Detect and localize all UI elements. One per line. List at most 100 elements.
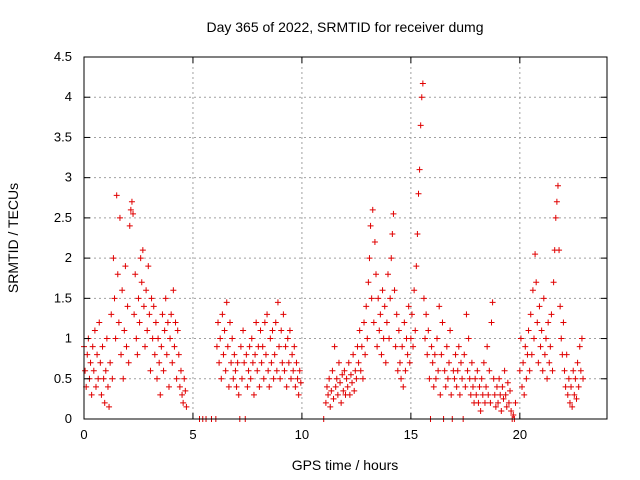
data-point — [265, 367, 272, 374]
data-point — [453, 383, 460, 390]
data-point — [528, 351, 535, 358]
data-point — [407, 335, 414, 342]
data-point — [259, 343, 266, 350]
data-point — [566, 399, 573, 406]
data-point — [539, 367, 546, 374]
data-point — [464, 367, 471, 374]
data-point — [126, 222, 133, 229]
data-point — [491, 391, 498, 398]
data-point — [323, 383, 330, 390]
data-point — [541, 351, 548, 358]
data-point — [268, 359, 275, 366]
data-point — [271, 351, 278, 358]
data-point — [546, 359, 553, 366]
y-tick-label: 2 — [65, 250, 72, 265]
data-point — [149, 335, 156, 342]
data-point — [91, 327, 98, 334]
data-point — [140, 303, 147, 310]
data-point — [99, 343, 106, 350]
data-point — [402, 367, 409, 374]
data-point — [435, 367, 442, 374]
data-point — [167, 335, 174, 342]
data-point — [92, 383, 99, 390]
data-point — [473, 391, 480, 398]
data-point — [535, 359, 542, 366]
data-point — [84, 351, 91, 358]
x-tick-label: 15 — [404, 427, 418, 442]
data-point — [430, 383, 437, 390]
data-point — [374, 343, 381, 350]
data-point — [487, 399, 494, 406]
data-point — [245, 367, 252, 374]
data-point — [181, 375, 188, 382]
data-point — [368, 295, 375, 302]
data-point — [266, 383, 273, 390]
data-point — [493, 383, 500, 390]
data-point — [542, 335, 549, 342]
data-point — [162, 295, 169, 302]
data-point — [101, 399, 108, 406]
data-point — [466, 375, 473, 382]
data-point — [326, 375, 333, 382]
data-point — [388, 255, 395, 262]
data-point — [572, 375, 579, 382]
data-point — [113, 192, 120, 199]
data-point — [377, 311, 384, 318]
y-tick-label: 0 — [65, 411, 72, 426]
data-point — [352, 367, 359, 374]
data-point — [347, 371, 354, 378]
data-point — [392, 343, 399, 350]
data-point — [219, 311, 226, 318]
data-point — [459, 375, 466, 382]
data-point — [495, 399, 502, 406]
data-point — [365, 279, 372, 286]
data-point — [137, 255, 144, 262]
y-tick-label: 4 — [65, 89, 72, 104]
data-point — [548, 311, 555, 318]
data-point — [426, 375, 433, 382]
data-point — [294, 375, 301, 382]
data-point — [82, 367, 89, 374]
data-point — [461, 351, 468, 358]
data-point — [512, 399, 519, 406]
data-point — [454, 367, 461, 374]
y-axis-ticks: 0 0.5 1 1.5 2 2.5 3 3.5 4 4.5 — [54, 49, 607, 426]
data-point — [525, 327, 532, 334]
data-point — [468, 359, 475, 366]
data-point — [135, 295, 142, 302]
data-point — [502, 391, 509, 398]
data-point — [376, 327, 383, 334]
data-point — [411, 287, 418, 294]
data-point — [248, 335, 255, 342]
data-point — [131, 311, 138, 318]
data-point — [280, 311, 287, 318]
data-point — [87, 359, 94, 366]
y-tick-label: 1.5 — [54, 290, 72, 305]
data-point — [521, 391, 528, 398]
data-point — [151, 351, 158, 358]
data-point — [229, 335, 236, 342]
data-point — [444, 375, 451, 382]
data-point — [519, 383, 526, 390]
data-point — [369, 206, 376, 213]
data-point — [538, 327, 545, 334]
data-point — [156, 359, 163, 366]
data-point — [160, 367, 167, 374]
data-point — [489, 299, 496, 306]
data-point — [424, 351, 431, 358]
data-point — [168, 311, 175, 318]
data-point — [353, 375, 360, 382]
data-point — [183, 403, 190, 410]
data-point — [114, 271, 121, 278]
data-point — [496, 375, 503, 382]
data-point — [477, 407, 484, 414]
data-point — [340, 387, 347, 394]
data-point — [383, 319, 390, 326]
data-point — [127, 206, 134, 213]
data-point — [338, 399, 345, 406]
data-point — [472, 375, 479, 382]
data-point — [571, 391, 578, 398]
data-point — [115, 319, 122, 326]
data-point — [237, 343, 244, 350]
data-point — [492, 403, 499, 410]
